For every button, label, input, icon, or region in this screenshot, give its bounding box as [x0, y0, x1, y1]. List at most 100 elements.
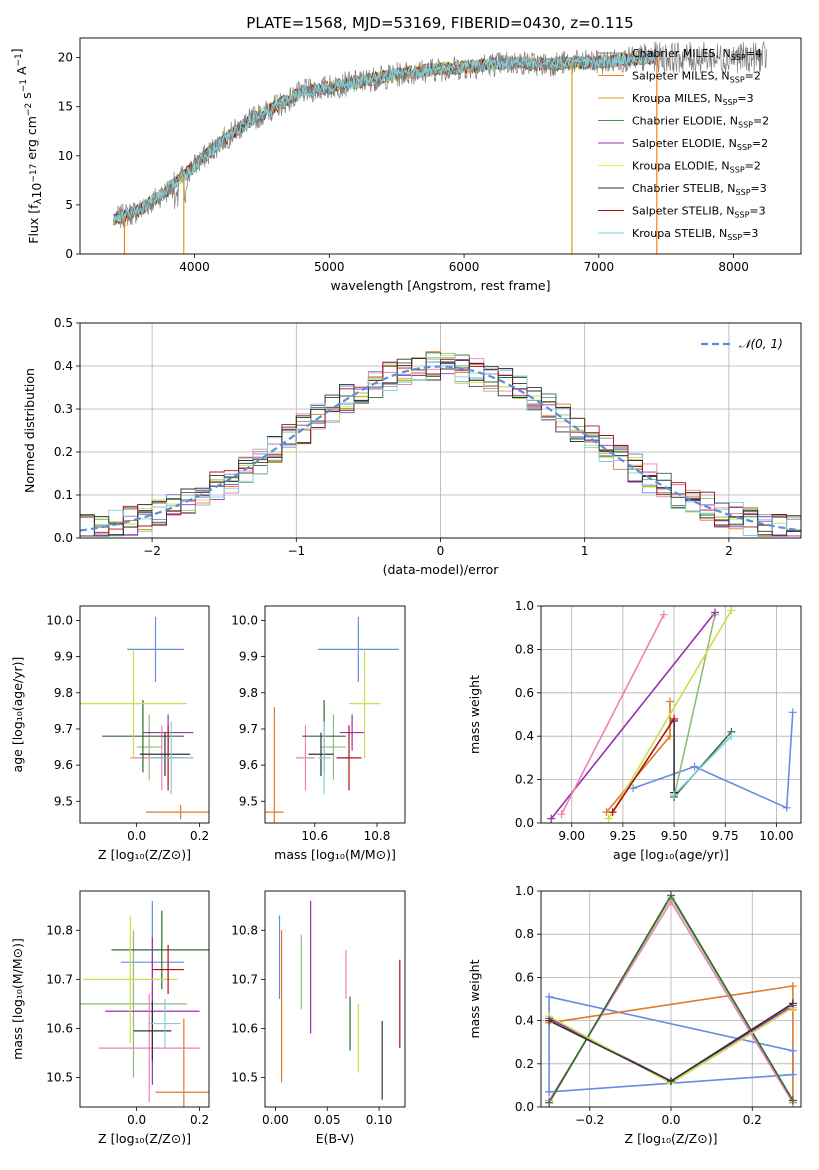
y-tick-label: 0.6	[515, 970, 534, 984]
legend-label: Kroupa MILES, NSSP=3	[632, 92, 754, 107]
mass-weight-marker	[690, 762, 699, 771]
y-axis-label-part: 10	[29, 183, 44, 199]
residual-histogram-panel: −2 −1 0 1 2 0.0 0.1 0.2 0.3 0.4 0.5 (data-model)/er…	[22, 316, 802, 577]
mass-weight-line	[548, 985, 794, 1103]
legend-label: Salpeter ELODIE, NSSP=2	[632, 137, 768, 152]
mass-weight-line	[550, 612, 716, 820]
legend-count: =3	[742, 227, 758, 240]
model-spectrum-line	[113, 49, 656, 223]
x-tick-label: 9.00	[558, 829, 585, 843]
x-tick-label: 5000	[314, 260, 345, 274]
y-axis-label-part: −1	[14, 53, 24, 66]
y-tick-label: 15	[58, 100, 73, 114]
y-tick-label: 0.0	[515, 1100, 534, 1114]
y-tick-label: 9.8	[239, 686, 258, 700]
x-axis-label: wavelength [Angstrom, rest frame]	[330, 278, 550, 293]
x-tick-label: 7000	[584, 260, 615, 274]
x-axis-label: (data-model)/error	[383, 562, 500, 577]
y-tick-label: 10.0	[46, 613, 73, 627]
x-tick-label: 9.50	[661, 829, 688, 843]
mass-weight-line	[607, 609, 733, 820]
x-tick-label: 0.2	[190, 829, 209, 843]
y-tick-label: 9.5	[239, 794, 258, 808]
x-tick-label: 10.8	[364, 829, 391, 843]
x-tick-label: 4000	[179, 260, 210, 274]
legend-subscript: SSP	[730, 76, 745, 85]
y-axis-label: mass weight	[467, 675, 482, 754]
y-axis-label-part: s	[19, 92, 34, 103]
model-spectrum-line	[113, 52, 656, 226]
y-axis-label-part: Flux [f	[26, 204, 41, 244]
y-tick-label: 10.8	[231, 923, 258, 937]
mass-weight-line	[560, 614, 665, 815]
mass-weight-marker	[670, 714, 679, 723]
axes-frame	[264, 605, 406, 824]
mass-weight-marker	[788, 708, 797, 717]
axes-frame	[264, 890, 406, 1108]
y-axis-label-part: erg cm	[24, 116, 39, 164]
x-tick-label: 9.25	[610, 829, 637, 843]
y-tick-label: 9.9	[54, 650, 73, 664]
mass-weight-marker	[788, 999, 797, 1008]
y-tick-label: 9.7	[239, 722, 258, 736]
axes-frame	[540, 890, 802, 1108]
x-tick-label: −0.2	[575, 1113, 604, 1127]
legend-label: Chabrier STELIB, NSSP=3	[632, 182, 767, 197]
y-tick-label: 10.7	[46, 972, 73, 986]
x-axis-label: Z [log₁₀(Z/Z⊙)]	[98, 1131, 191, 1146]
z-age-panel: 0.0 0.2 9.5 9.6 9.7 9.8 9.9 10.0 Z [log₁₀(Z/Z⊙)]…	[10, 605, 210, 862]
mass-weight-line	[605, 701, 671, 813]
axes-frame	[79, 37, 802, 255]
y-tick-label: 5	[65, 198, 73, 212]
mass-age-panel: 10.6 10.8 9.5 9.6 9.7 9.8 9.9 10.0 mass [log₁₀(M…	[231, 605, 406, 862]
y-tick-label: 0.2	[515, 773, 534, 787]
legend-count: =2	[752, 137, 768, 150]
mass-weight-marker	[659, 610, 668, 619]
x-axis-label: age [log₁₀(age/yr)]	[613, 847, 729, 862]
x-tick-label: 0.2	[190, 1113, 209, 1127]
x-tick-label: 0	[437, 544, 445, 558]
x-tick-label: 0.0	[127, 829, 146, 843]
y-tick-label: 0.8	[515, 642, 534, 656]
y-tick-label: 10	[58, 149, 73, 163]
mass-weight-marker	[557, 810, 566, 819]
mass-weight-line	[632, 712, 794, 810]
legend-subscript: SSP	[736, 188, 751, 197]
x-tick-label: 9.75	[712, 829, 739, 843]
x-tick-label: 0.0	[127, 1113, 146, 1127]
y-tick-label: 9.6	[54, 758, 73, 772]
normal-curve	[80, 365, 801, 532]
legend-count: =2	[753, 115, 769, 128]
plot-area	[80, 616, 209, 820]
z-mass-panel: 0.0 0.2 10.5 10.6 10.7 10.8 Z [log₁₀(Z/Z⊙)] mas…	[10, 890, 210, 1146]
legend-label: Kroupa ELODIE, NSSP=2	[632, 160, 761, 175]
legend-count: =2	[745, 70, 761, 83]
legend-label: Kroupa STELIB, NSSP=3	[632, 227, 758, 242]
axes-frame	[79, 605, 210, 824]
x-tick-label: −1	[287, 544, 305, 558]
legend-subscript: SSP	[730, 166, 745, 175]
mass-weight-marker	[782, 803, 791, 812]
mass-weight-marker	[547, 814, 556, 823]
histogram-step	[80, 357, 801, 537]
y-tick-label: 0.5	[54, 316, 73, 330]
mass-weight-line	[612, 718, 675, 813]
mass-weight-marker	[670, 790, 679, 799]
y-tick-label: 0.6	[515, 686, 534, 700]
ebv-mass-panel: 0.00 0.05 0.10 10.5 10.6 10.7 10.8 E(B-V)	[231, 890, 406, 1146]
x-tick-label: 1	[581, 544, 589, 558]
mass-weight-marker	[545, 1016, 554, 1025]
y-tick-label: 10.6	[231, 1021, 258, 1035]
legend-count: =4	[746, 47, 762, 60]
plot-area	[278, 900, 401, 1100]
mass-weight-marker	[608, 808, 617, 817]
y-axis-label-part: −2	[24, 103, 34, 116]
x-tick-label: 6000	[449, 260, 480, 274]
legend-label: Salpeter MILES, NSSP=2	[632, 70, 761, 85]
mass-weight-marker	[629, 784, 638, 793]
mass-weight-line	[673, 735, 732, 796]
axes-frame	[540, 605, 802, 824]
y-tick-label: 0	[65, 247, 73, 261]
mass-weight-marker	[545, 1087, 554, 1096]
